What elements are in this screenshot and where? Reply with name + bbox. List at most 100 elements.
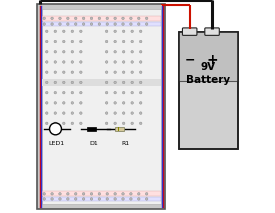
Circle shape xyxy=(122,23,124,25)
Circle shape xyxy=(79,61,82,63)
Circle shape xyxy=(122,30,125,33)
Bar xyxy=(115,127,124,131)
Bar xyxy=(37,4,165,209)
Bar xyxy=(179,32,238,149)
Bar xyxy=(179,32,238,81)
Circle shape xyxy=(82,17,85,20)
Circle shape xyxy=(71,112,74,114)
Circle shape xyxy=(45,81,48,84)
Circle shape xyxy=(71,71,74,73)
Circle shape xyxy=(62,30,65,33)
Circle shape xyxy=(98,193,101,195)
Circle shape xyxy=(79,112,82,114)
Circle shape xyxy=(131,91,133,94)
Circle shape xyxy=(82,198,85,200)
Circle shape xyxy=(131,81,133,84)
Circle shape xyxy=(105,50,108,53)
Circle shape xyxy=(90,198,93,200)
Circle shape xyxy=(131,71,133,73)
Circle shape xyxy=(114,122,116,125)
Bar xyxy=(42,22,161,26)
Circle shape xyxy=(122,102,125,104)
Circle shape xyxy=(138,17,140,20)
Circle shape xyxy=(139,102,142,104)
Circle shape xyxy=(122,50,125,53)
Bar xyxy=(42,197,161,201)
Circle shape xyxy=(62,81,65,84)
Circle shape xyxy=(130,23,132,25)
Circle shape xyxy=(79,122,82,125)
Circle shape xyxy=(122,112,125,114)
Circle shape xyxy=(139,122,142,125)
Bar xyxy=(42,16,161,21)
Circle shape xyxy=(122,40,125,43)
Circle shape xyxy=(90,193,93,195)
Circle shape xyxy=(59,193,61,195)
FancyBboxPatch shape xyxy=(205,28,219,35)
Circle shape xyxy=(62,50,65,53)
Circle shape xyxy=(54,61,57,63)
Circle shape xyxy=(71,91,74,94)
Circle shape xyxy=(139,40,142,43)
Circle shape xyxy=(45,122,48,125)
Circle shape xyxy=(71,102,74,104)
Circle shape xyxy=(79,91,82,94)
Circle shape xyxy=(43,198,45,200)
Circle shape xyxy=(131,50,133,53)
Circle shape xyxy=(105,81,108,84)
Circle shape xyxy=(62,112,65,114)
Circle shape xyxy=(54,30,57,33)
Circle shape xyxy=(62,71,65,73)
Circle shape xyxy=(114,40,116,43)
Circle shape xyxy=(50,123,61,135)
Circle shape xyxy=(139,61,142,63)
Circle shape xyxy=(106,198,109,200)
Circle shape xyxy=(139,71,142,73)
Text: LED1: LED1 xyxy=(48,141,65,145)
Circle shape xyxy=(131,112,133,114)
Bar xyxy=(42,9,161,204)
Circle shape xyxy=(45,40,48,43)
Circle shape xyxy=(75,23,77,25)
Circle shape xyxy=(62,122,65,125)
Circle shape xyxy=(138,193,140,195)
Circle shape xyxy=(122,198,124,200)
Circle shape xyxy=(114,71,116,73)
Circle shape xyxy=(105,40,108,43)
Bar xyxy=(179,32,238,149)
Circle shape xyxy=(54,102,57,104)
Circle shape xyxy=(145,193,148,195)
Circle shape xyxy=(139,50,142,53)
Circle shape xyxy=(90,23,93,25)
Circle shape xyxy=(114,17,116,20)
Circle shape xyxy=(54,91,57,94)
Circle shape xyxy=(54,122,57,125)
Bar xyxy=(87,127,96,131)
Circle shape xyxy=(59,198,61,200)
Circle shape xyxy=(45,91,48,94)
Circle shape xyxy=(71,61,74,63)
Circle shape xyxy=(51,23,53,25)
Circle shape xyxy=(62,91,65,94)
Circle shape xyxy=(122,122,125,125)
Circle shape xyxy=(67,23,69,25)
Circle shape xyxy=(79,102,82,104)
Circle shape xyxy=(114,102,116,104)
Bar xyxy=(118,127,119,131)
Circle shape xyxy=(45,50,48,53)
Text: −: − xyxy=(185,54,195,67)
Circle shape xyxy=(114,61,116,63)
Circle shape xyxy=(114,23,116,25)
Circle shape xyxy=(105,122,108,125)
Circle shape xyxy=(105,91,108,94)
Circle shape xyxy=(131,30,133,33)
Circle shape xyxy=(67,17,69,20)
Circle shape xyxy=(122,61,125,63)
Circle shape xyxy=(98,17,101,20)
Circle shape xyxy=(131,122,133,125)
Circle shape xyxy=(59,23,61,25)
Circle shape xyxy=(139,81,142,84)
Circle shape xyxy=(122,71,125,73)
Circle shape xyxy=(71,30,74,33)
Text: +: + xyxy=(206,53,218,68)
